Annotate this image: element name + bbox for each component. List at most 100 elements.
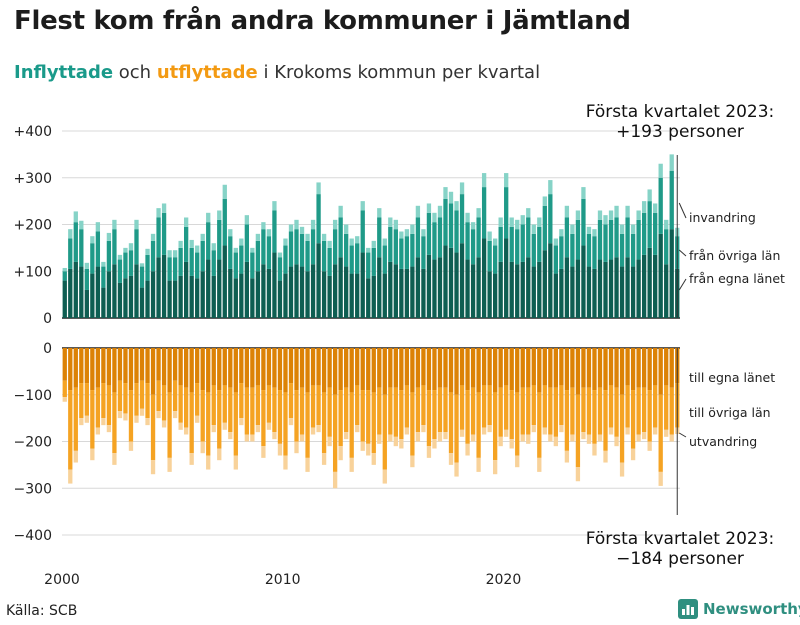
- inflow-bar-invandring: [150, 233, 156, 241]
- outflow-bar-egna: [150, 348, 156, 395]
- inflow-bar-egna: [509, 261, 514, 318]
- inflow-series-label-invandring: invandring: [689, 210, 756, 225]
- outflow-bar-egna: [548, 348, 553, 388]
- inflow-bar-invandring: [288, 224, 294, 232]
- inflow-bar-invandring: [349, 238, 354, 246]
- outflow-bar-ovriga: [653, 385, 658, 428]
- outflow-bar-utvandring: [239, 418, 244, 426]
- inflow-bar-ovriga: [664, 229, 669, 265]
- inflow-bar-egna: [266, 268, 272, 318]
- outflow-bar-ovriga: [233, 392, 238, 456]
- inflow-bar-invandring: [575, 210, 581, 220]
- inflow-bar-ovriga: [228, 236, 233, 269]
- outflow-bar-egna: [393, 348, 398, 388]
- inflow-bar-egna: [581, 245, 586, 318]
- inflow-bar-egna: [553, 273, 559, 318]
- outflow-bar-utvandring: [377, 434, 382, 444]
- outflow-bar-utvandring: [244, 434, 250, 442]
- outflow-bar-egna: [421, 348, 426, 386]
- outflow-bar-egna: [183, 348, 189, 388]
- outflow-bar-egna: [355, 348, 360, 386]
- outflow-bar-egna: [239, 348, 244, 384]
- outflow-bar-utvandring: [217, 448, 222, 461]
- outflow-bar-egna: [575, 348, 581, 395]
- inflow-bar-invandring: [134, 219, 139, 230]
- outflow-bar-utvandring: [156, 411, 161, 419]
- outflow-bar-egna: [388, 348, 393, 388]
- upper-tick-label: +300: [14, 171, 52, 187]
- outflow-bar-egna: [95, 348, 101, 388]
- inflow-bar-ovriga: [95, 231, 101, 267]
- inflow-bar-egna: [531, 266, 536, 318]
- outflow-bar-egna: [608, 348, 614, 386]
- inflow-bar-invandring: [200, 233, 205, 241]
- outflow-bar-egna: [664, 348, 669, 386]
- inflow-bar-egna: [310, 264, 316, 318]
- inflow-bar-egna: [647, 247, 652, 318]
- outflow-bar-utvandring: [332, 471, 338, 489]
- inflow-bar-invandring: [641, 201, 647, 213]
- inflow-bar-invandring: [178, 240, 183, 248]
- inflow-bar-invandring: [139, 263, 145, 267]
- inflow-bar-ovriga: [603, 224, 608, 262]
- inflow-bar-egna: [492, 273, 498, 318]
- outflow-bar-egna: [139, 348, 145, 381]
- outflow-bar-utvandring: [211, 425, 216, 433]
- inflow-bar-ovriga: [239, 245, 244, 274]
- inflow-bar-ovriga: [332, 229, 338, 265]
- inflow-bar-invandring: [487, 231, 492, 241]
- outflow-bar-ovriga: [410, 392, 415, 456]
- inflow-bar-ovriga: [498, 226, 503, 262]
- outflow-bar-utvandring: [388, 434, 393, 442]
- inflow-bar-egna: [349, 273, 354, 318]
- inflow-bar-egna: [641, 254, 647, 318]
- outflow-bar-utvandring: [553, 436, 559, 447]
- inflow-bar-ovriga: [669, 170, 674, 230]
- outflow-bar-utvandring: [178, 422, 183, 430]
- upper-tick-label: +100: [14, 264, 52, 280]
- outflow-bar-egna: [206, 348, 211, 393]
- outflow-bar-utvandring: [73, 450, 78, 463]
- inflow-bar-ovriga: [294, 229, 299, 265]
- inflow-bar-invandring: [117, 254, 123, 260]
- inflow-bar-invandring: [597, 210, 603, 220]
- newsworthy-logo-icon: [678, 599, 698, 619]
- inflow-bar-ovriga: [321, 240, 327, 272]
- inflow-bar-ovriga: [537, 226, 542, 262]
- inflow-bar-egna: [377, 257, 382, 318]
- inflow-bar-ovriga: [608, 219, 614, 260]
- outflow-bar-egna: [559, 348, 564, 386]
- inflow-bar-invandring: [581, 187, 586, 199]
- outflow-bar-egna: [283, 348, 288, 393]
- inflow-bar-ovriga: [437, 217, 443, 258]
- inflow-bar-invandring: [548, 180, 553, 195]
- inflow-bar-egna: [106, 271, 112, 318]
- outflow-bar-ovriga: [134, 383, 139, 416]
- outflow-bar-egna: [299, 348, 305, 388]
- outflow-bar-ovriga: [305, 392, 310, 458]
- inflow-bar-ovriga: [283, 245, 288, 274]
- inflow-bar-ovriga: [338, 217, 343, 258]
- outflow-bar-egna: [592, 348, 597, 391]
- inflow-bar-ovriga: [200, 240, 205, 272]
- inflow-bar-egna: [145, 280, 150, 318]
- outflow-bar-ovriga: [388, 387, 393, 435]
- inflow-bar-ovriga: [459, 194, 465, 244]
- inflow-bar-ovriga: [355, 243, 360, 274]
- outflow-bar-egna: [117, 348, 123, 381]
- brand-logo: Newsworthy: [678, 599, 800, 619]
- inflow-bar-egna: [316, 243, 321, 318]
- inflow-bar-egna: [355, 273, 360, 318]
- outflow-bar-egna: [537, 348, 542, 393]
- lower-tick-label: 0: [43, 341, 52, 357]
- inflow-bar-invandring: [476, 208, 481, 218]
- inflow-bar-egna: [465, 259, 470, 318]
- outflow-bar-egna: [641, 348, 647, 388]
- outflow-bar-utvandring: [117, 411, 123, 419]
- inflow-bar-invandring: [415, 205, 421, 218]
- outflow-bar-ovriga: [537, 392, 542, 458]
- outflow-bar-egna: [272, 348, 277, 388]
- inflow-bar-egna: [84, 289, 89, 318]
- outflow-series-label-utvandring: utvandring: [689, 434, 757, 449]
